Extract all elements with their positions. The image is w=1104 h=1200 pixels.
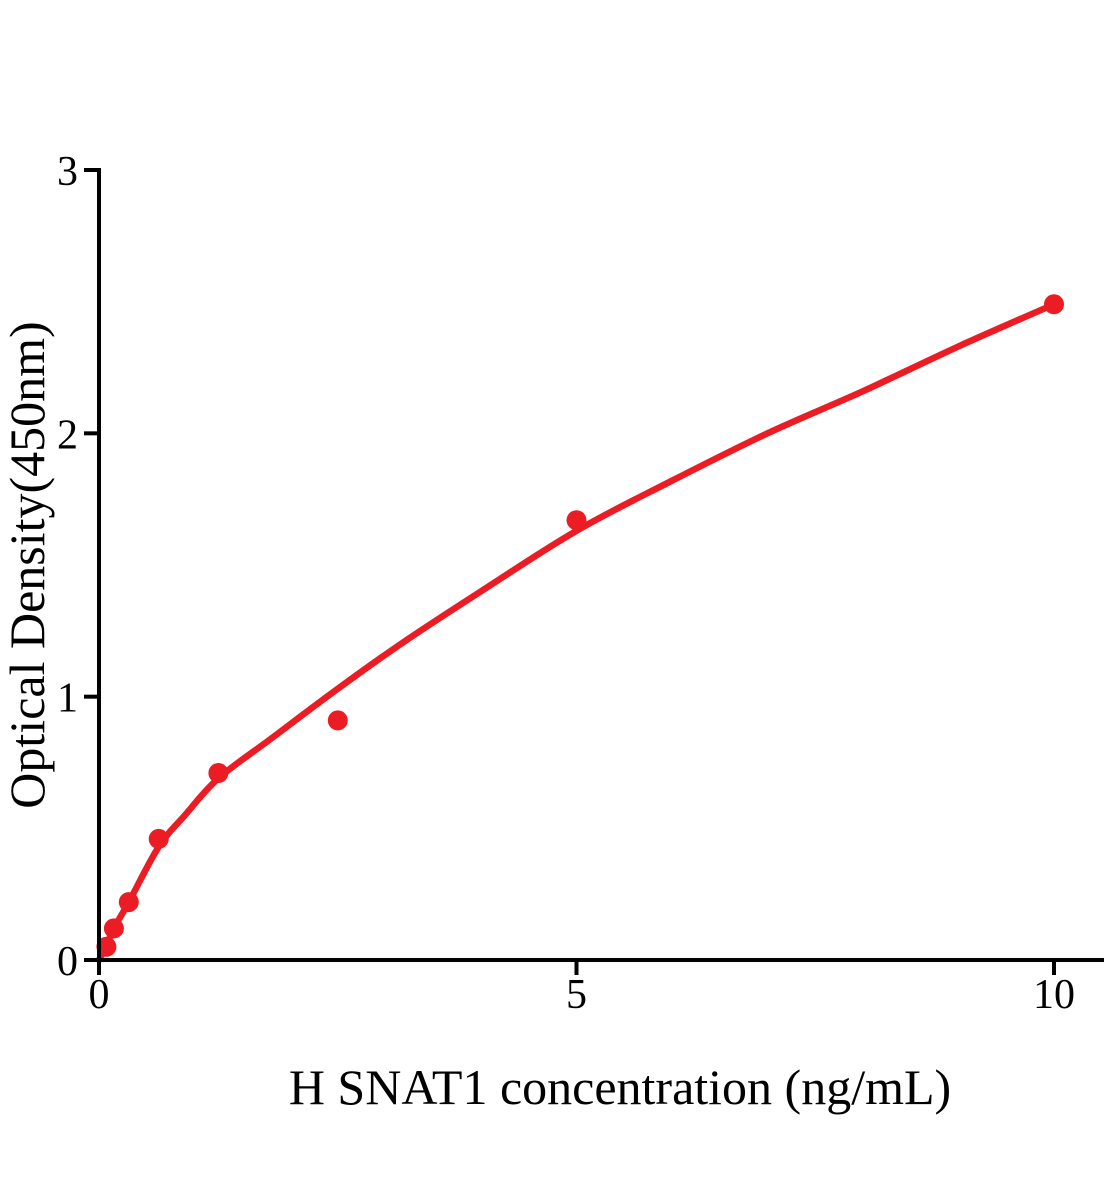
x-tick-label: 5 bbox=[566, 972, 587, 1018]
data-point bbox=[1044, 294, 1064, 315]
data-point bbox=[566, 510, 587, 531]
fitted-curve bbox=[95, 301, 1058, 964]
y-tick-label: 0 bbox=[57, 939, 78, 985]
y-tick-label: 1 bbox=[57, 676, 78, 722]
y-tick-label: 3 bbox=[57, 149, 78, 195]
data-point bbox=[103, 918, 124, 939]
y-axis-title: Optical Density(450nm) bbox=[0, 321, 55, 808]
data-point bbox=[327, 710, 348, 731]
data-point bbox=[148, 828, 169, 849]
data-point bbox=[96, 936, 117, 957]
x-axis-title: H SNAT1 concentration (ng/mL) bbox=[289, 1059, 951, 1115]
x-tick-label: 10 bbox=[1033, 972, 1075, 1018]
y-tick-label: 2 bbox=[57, 412, 78, 458]
data-point bbox=[208, 763, 229, 783]
x-tick-label: 0 bbox=[89, 972, 110, 1018]
data-point bbox=[118, 892, 139, 913]
plot-area: 0 5 10 0 1 2 3 bbox=[57, 149, 1104, 1018]
